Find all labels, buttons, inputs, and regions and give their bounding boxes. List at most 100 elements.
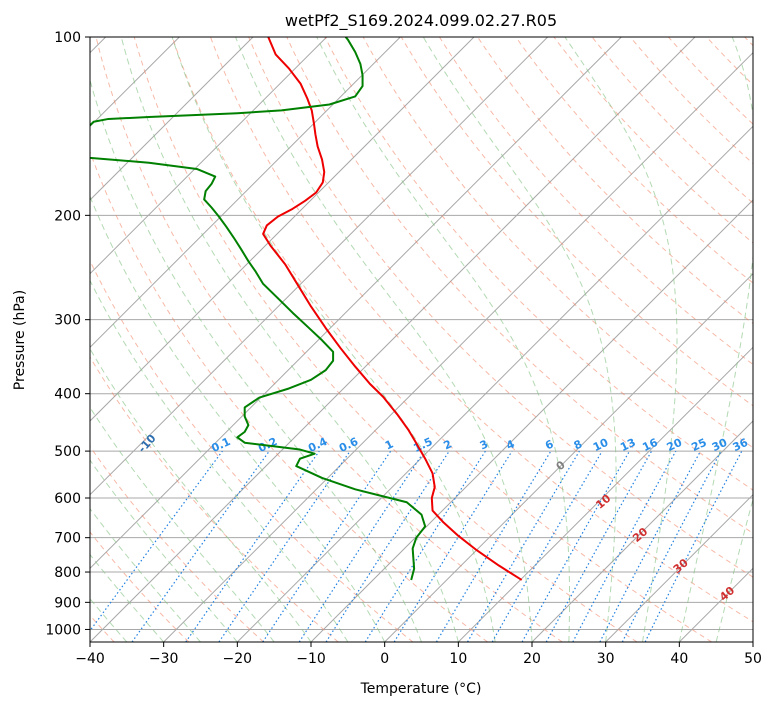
- dry-adiabat-line: [515, 37, 753, 284]
- dry-adiabat-line: [133, 37, 638, 642]
- temperature-profile-line: [262, 37, 523, 581]
- mixing-ratio-line: [572, 450, 677, 642]
- plot-area: [90, 37, 753, 642]
- dry-adiabat-line: [90, 445, 264, 642]
- isotherm-line: [90, 37, 696, 642]
- mixing-ratio-label: 4: [504, 437, 517, 452]
- y-axis-tick-label: 700: [54, 531, 81, 547]
- moist-adiabat-line: [171, 37, 496, 642]
- x-axis-tick-label: 30: [597, 651, 615, 667]
- mixing-ratio-label: 16: [640, 436, 660, 454]
- dry-adiabat-line: [706, 37, 753, 86]
- y-axis-tick-label: 500: [54, 444, 81, 460]
- dry-adiabat-line: [400, 37, 753, 407]
- mixing-ratio-line: [466, 450, 580, 642]
- dry-adiabat-line: [439, 37, 753, 366]
- moist-adiabat-line: [235, 37, 533, 642]
- dry-adiabat-line: [95, 37, 563, 642]
- moist-adiabat-line: [715, 497, 753, 642]
- dry-adiabat-line: [90, 356, 339, 642]
- dry-adiabat-line: [286, 37, 753, 534]
- isotherm-line: [163, 51, 753, 642]
- moist-adiabat-line: [422, 37, 617, 642]
- mixing-ratio-line: [393, 450, 513, 642]
- moist-adiabat-line: [90, 195, 386, 642]
- moist-adiabat-line: [90, 553, 165, 642]
- y-axis-tick-label: 600: [54, 491, 81, 507]
- dry-adiabat-line: [477, 37, 753, 325]
- moist-adiabat-line: [90, 347, 312, 642]
- y-axis-title: Pressure (hPa): [12, 290, 28, 390]
- mixing-ratio-line: [218, 450, 351, 642]
- isotherm-line: [90, 37, 401, 349]
- moist-adiabat-line: [752, 640, 753, 642]
- mixing-ratio-line: [185, 450, 320, 642]
- isotherm-line: [752, 641, 753, 642]
- isotherm-line: [605, 493, 753, 642]
- mixing-ratio-label: 30: [710, 436, 730, 454]
- mixing-ratio-line: [131, 450, 270, 642]
- isotherm-line: [310, 199, 753, 642]
- x-axis-tick-label: −30: [149, 651, 179, 667]
- mixing-ratio-label: 0.1: [209, 435, 232, 455]
- moist-adiabat-line: [564, 37, 678, 642]
- mixing-ratio-line: [545, 450, 653, 642]
- moist-adiabat-line: [120, 37, 459, 642]
- mixing-ratio-label: 25: [689, 436, 708, 454]
- y-axis-tick-label: 800: [54, 565, 81, 581]
- isotherm-line: [457, 346, 753, 642]
- dry-adiabat-label: -20: [55, 401, 78, 425]
- dry-adiabat-line: [90, 150, 488, 642]
- mixing-ratio-label: 13: [618, 436, 637, 454]
- mixing-ratio-label: 0.6: [337, 435, 360, 455]
- dewpoint-profile-line: [90, 37, 427, 581]
- dry-adiabat-line: [668, 37, 753, 125]
- moist-adiabat-line: [90, 406, 275, 642]
- dry-adiabat-line: [171, 37, 712, 642]
- mixing-ratio-line: [644, 450, 743, 642]
- x-axis-tick-label: 20: [523, 651, 541, 667]
- mixing-ratio-line: [364, 450, 486, 642]
- isotherm-line: [90, 37, 475, 422]
- moist-adiabat-line: [316, 37, 571, 642]
- chart-title: wetPf2_S169.2024.099.02.27.R05: [285, 11, 557, 31]
- isotherm-line: [678, 567, 753, 642]
- x-axis-tick-label: 40: [670, 651, 688, 667]
- y-axis-tick-label: 1000: [45, 622, 81, 638]
- moist-adiabat-line: [90, 507, 201, 642]
- dry-adiabat-line: [210, 37, 753, 623]
- mixing-ratio-label: 1: [383, 437, 395, 452]
- dry-adiabat-line: [591, 37, 753, 204]
- mixing-ratio-label: 10: [591, 436, 611, 454]
- dry-adiabat-line: [553, 37, 753, 244]
- mixing-ratio-line: [90, 450, 223, 632]
- mixing-ratio-label: 6: [543, 437, 556, 452]
- mixing-ratio-line: [599, 450, 702, 642]
- y-axis-tick-label: 100: [54, 30, 81, 46]
- moist-adiabat-line: [90, 598, 128, 642]
- mixing-ratio-line: [325, 450, 450, 642]
- moist-adiabat-line: [90, 459, 238, 642]
- isotherm-line: [90, 37, 549, 496]
- mixing-ratio-label: 2: [442, 437, 454, 452]
- x-axis-tick-label: 10: [449, 651, 467, 667]
- dry-adiabat-line: [744, 37, 753, 47]
- y-axis-tick-label: 900: [54, 595, 81, 611]
- isotherm-line: [531, 420, 753, 642]
- y-axis-tick-label: 300: [54, 313, 81, 329]
- mixing-ratio-label: 20: [665, 436, 685, 454]
- y-axis-tick-label: 200: [54, 208, 81, 224]
- x-axis-tick-label: −20: [223, 651, 253, 667]
- x-axis-title: Temperature (°C): [360, 681, 482, 697]
- mixing-ratio-line: [262, 450, 392, 642]
- axes: −40 −30 −20 −10 0 10 20 30 40 5010020030040050060…: [45, 30, 762, 667]
- isotherm-line: [384, 272, 753, 642]
- dry-adiabat-line: [248, 37, 753, 578]
- moist-adiabat-line: [678, 37, 753, 642]
- y-axis-tick-label: 400: [54, 387, 81, 403]
- reference-line-labels: 0.10.20.40.611.52346810131620253036-100-…: [55, 401, 751, 604]
- dry-adiabat-line: [90, 259, 414, 642]
- mixing-ratio-line: [521, 450, 631, 642]
- isotherm-line: [90, 37, 622, 570]
